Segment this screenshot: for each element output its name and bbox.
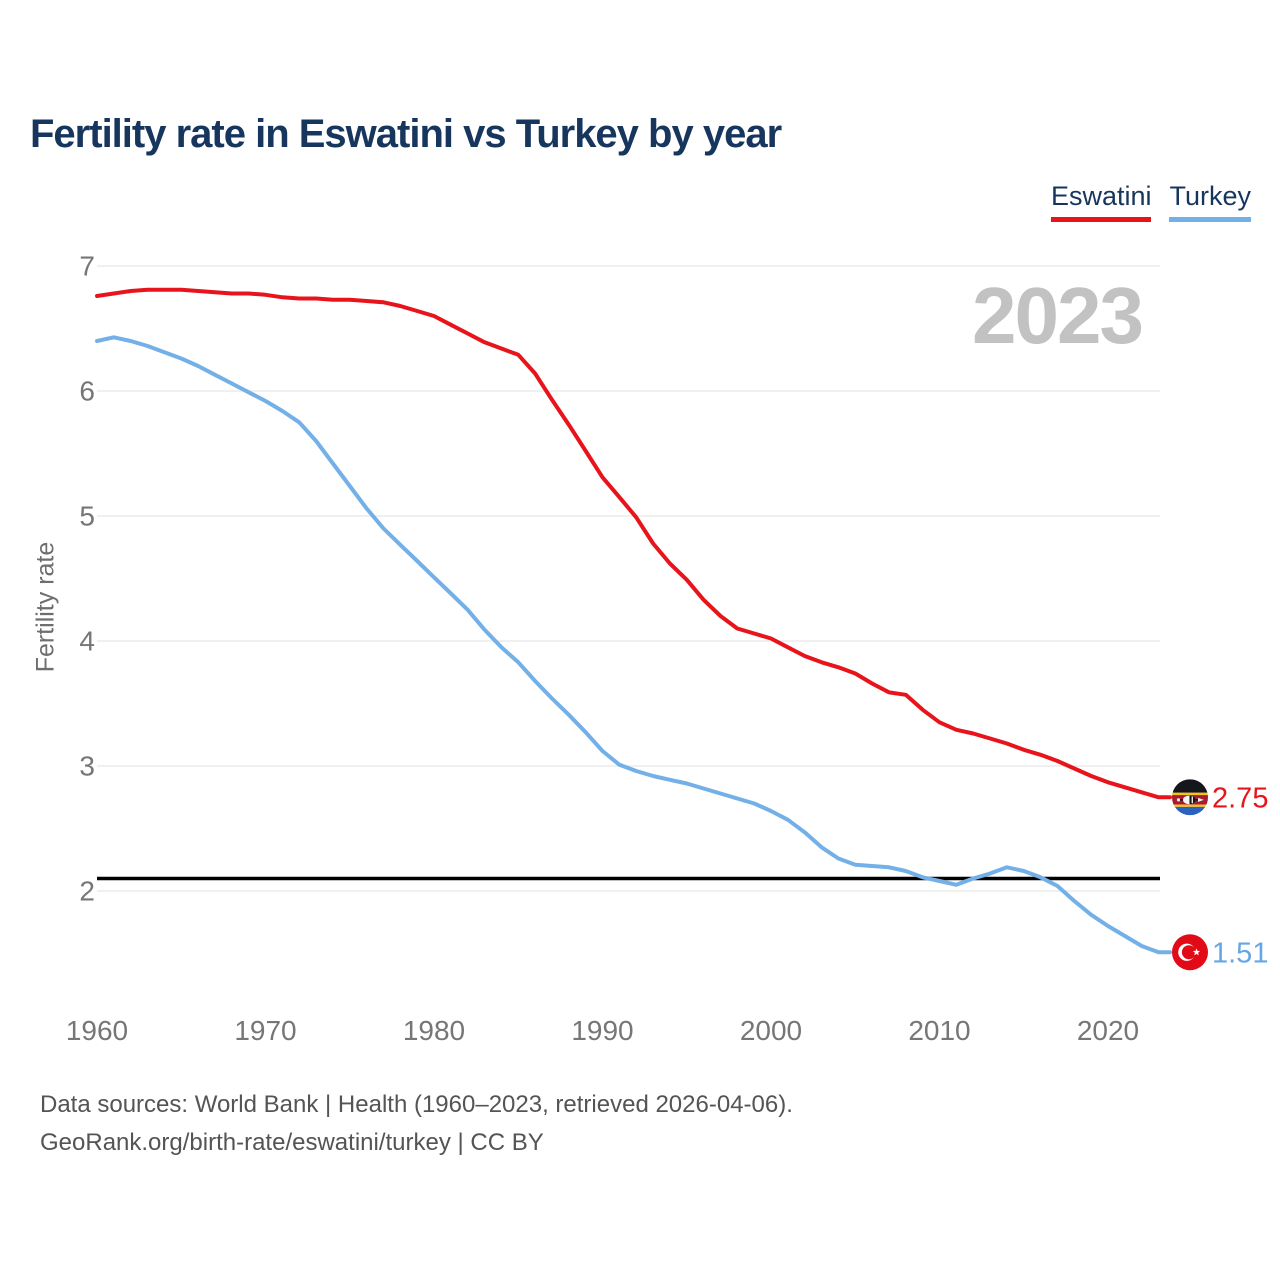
series-line-turkey — [95, 335, 1172, 955]
eswatini-flag-icon — [1172, 779, 1208, 816]
x-tick-label-1960: 1960 — [66, 1015, 128, 1046]
legend: Eswatini Turkey — [1050, 181, 1251, 222]
legend-label-eswatini: Eswatini — [1050, 181, 1152, 211]
footer: Data sources: World Bank | Health (1960–… — [40, 1086, 793, 1162]
watermark-year: 2023 — [972, 271, 1144, 360]
y-tick-label-7: 7 — [79, 251, 95, 282]
legend-item-turkey[interactable]: Turkey — [1169, 181, 1251, 222]
turkey-flag-icon — [1172, 934, 1208, 971]
footer-sources-line: Data sources: World Bank | Health (1960–… — [40, 1091, 793, 1118]
legend-label-turkey: Turkey — [1169, 181, 1251, 211]
x-tick-label-2010: 2010 — [908, 1015, 970, 1046]
x-tick-label-2000: 2000 — [740, 1015, 802, 1046]
y-tick-label-4: 4 — [79, 626, 95, 657]
eswatini-end-label: 2.75 — [1212, 782, 1268, 814]
x-tick-label-1970: 1970 — [234, 1015, 296, 1046]
x-tick-label-2020: 2020 — [1077, 1015, 1139, 1046]
y-tick-label-6: 6 — [79, 376, 95, 407]
y-axis-label: Fertility rate — [31, 541, 60, 673]
y-tick-label-3: 3 — [79, 751, 95, 782]
series-line-eswatini — [95, 287, 1172, 800]
page-title: Fertility rate in Eswatini vs Turkey by … — [30, 112, 782, 156]
y-tick-label-5: 5 — [79, 501, 95, 532]
footer-attribution-line: GeoRank.org/birth-rate/eswatini/turkey |… — [40, 1129, 544, 1156]
x-tick-label-1980: 1980 — [403, 1015, 465, 1046]
x-tick-label-1990: 1990 — [571, 1015, 633, 1046]
legend-item-eswatini[interactable]: Eswatini — [1050, 181, 1152, 222]
turkey-end-label: 1.51 — [1212, 937, 1268, 969]
y-tick-label-2: 2 — [79, 876, 95, 907]
